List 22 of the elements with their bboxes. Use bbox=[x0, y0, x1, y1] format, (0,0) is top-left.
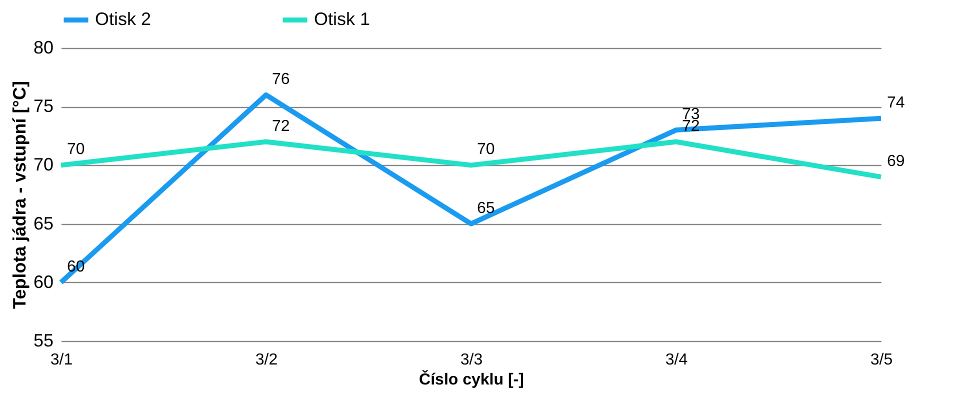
y-tick-label: 65 bbox=[33, 213, 54, 234]
data-label: 70 bbox=[67, 141, 85, 158]
x-tick-label: 3/2 bbox=[255, 352, 278, 368]
y-tick-label: 55 bbox=[33, 330, 54, 350]
y-tick-label: 60 bbox=[33, 272, 54, 292]
x-tick-label: 3/5 bbox=[870, 352, 893, 368]
data-label: 76 bbox=[272, 70, 290, 88]
x-axis-title: Číslo cyklu [-] bbox=[419, 370, 524, 388]
data-label: 69 bbox=[887, 152, 905, 170]
y-axis-title: Teplota jádra - vstupní [°C] bbox=[9, 81, 30, 309]
y-tick-label: 75 bbox=[33, 96, 54, 116]
data-label: 72 bbox=[272, 118, 290, 135]
data-label: 65 bbox=[477, 200, 495, 217]
data-label: 74 bbox=[887, 94, 905, 112]
legend-label: Otisk 2 bbox=[95, 9, 152, 29]
x-tick-label: 3/1 bbox=[50, 352, 73, 368]
x-tick-label: 3/3 bbox=[460, 352, 483, 368]
legend-label: Otisk 1 bbox=[314, 9, 370, 29]
y-tick-label: 70 bbox=[33, 154, 54, 175]
data-label: 70 bbox=[477, 141, 495, 158]
y-tick-label: 80 bbox=[33, 38, 54, 58]
x-tick-label: 3/4 bbox=[665, 352, 688, 368]
